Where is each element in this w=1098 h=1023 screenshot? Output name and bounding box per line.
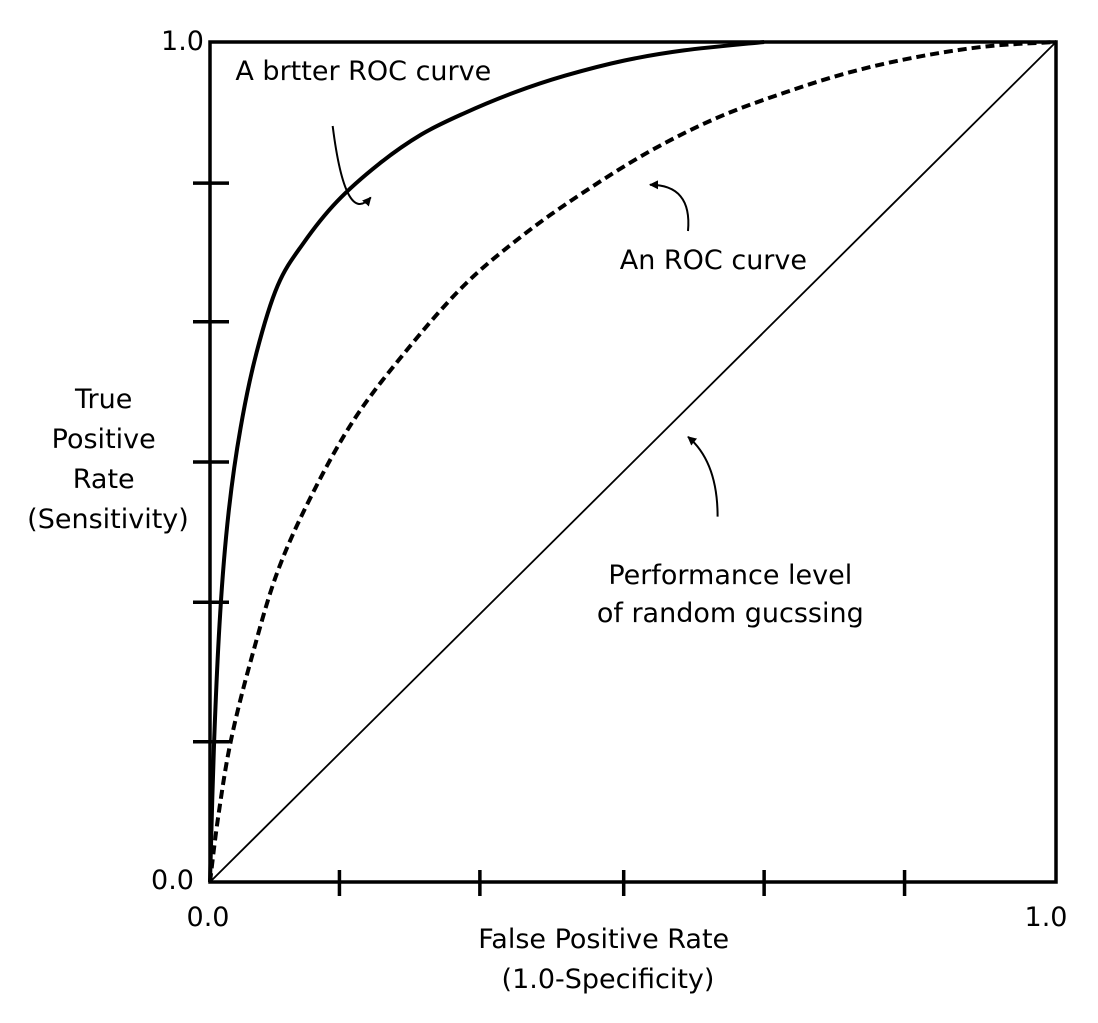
annotation-random-label: Performance level of random gucssing <box>597 560 864 629</box>
series-roc-line <box>208 40 1057 883</box>
x-axis-label: False Positive Rate (1.0-Specificity) <box>478 924 738 995</box>
x-axis-label-line-2: (1.0-Specificity) <box>502 964 715 995</box>
y-axis-label-line-2: Positive <box>52 424 156 455</box>
x-tick-label-min: 0.0 <box>187 902 230 933</box>
axis-ticks <box>193 181 907 896</box>
x-axis-label-line-1: False Positive Rate <box>478 924 729 955</box>
y-axis-label-line-4: (Sensitivity) <box>27 504 189 535</box>
y-axis-label-line-3: Rate <box>73 464 135 495</box>
annotation-better-roc-arrow <box>331 125 372 207</box>
x-tick-label-max: 1.0 <box>1025 902 1068 933</box>
y-tick-label-max: 1.0 <box>161 26 204 57</box>
y-tick-label-min: 0.0 <box>151 865 194 896</box>
series-random-line <box>209 41 1057 883</box>
series-group <box>208 40 1057 883</box>
annotation-roc-label-line-1: An ROC curve <box>620 245 807 276</box>
annotation-random-label-line-1: Performance level <box>608 560 852 591</box>
annotation-roc-arrow <box>649 180 690 232</box>
annotation-better-roc-label: A brtter ROC curve <box>235 56 491 87</box>
annotation-random-arrow <box>687 436 719 517</box>
annotation-better-roc-label-line-1: A brtter ROC curve <box>235 56 491 87</box>
y-axis-label: True Positive Rate (Sensitivity) <box>27 384 189 535</box>
y-axis-label-line-1: True <box>74 384 132 415</box>
annotation-random-label-line-2: of random gucssing <box>597 598 864 629</box>
annotation-roc-label: An ROC curve <box>620 245 807 276</box>
series-better-roc-line <box>208 40 765 883</box>
annotations-group: A brtter ROC curve An ROC curve Performanc… <box>235 56 863 629</box>
